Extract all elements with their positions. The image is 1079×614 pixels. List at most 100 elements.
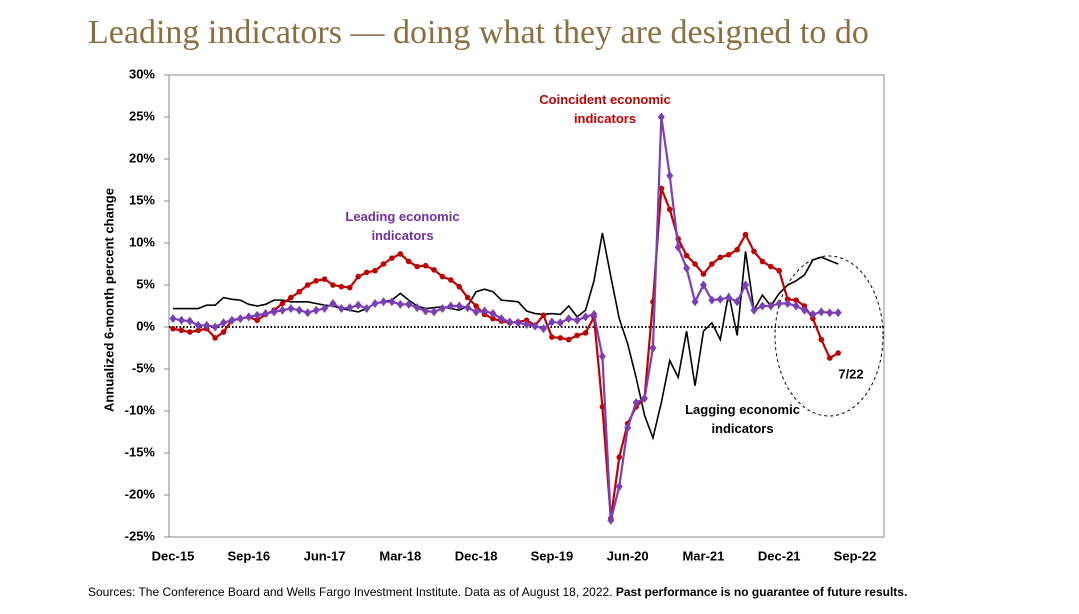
y-tick-label: -5%	[132, 360, 156, 375]
end-annotation: 7/22	[838, 366, 863, 381]
point	[388, 297, 396, 307]
point	[616, 454, 623, 461]
point	[506, 317, 514, 327]
point	[734, 246, 740, 253]
point	[455, 301, 463, 311]
point	[590, 309, 598, 319]
point	[793, 297, 799, 303]
point	[253, 310, 261, 320]
point	[582, 312, 590, 322]
point	[658, 185, 665, 192]
series-line	[173, 232, 839, 441]
point	[641, 393, 649, 403]
source-text: Sources: The Conference Board and Wells …	[88, 585, 613, 599]
point	[279, 300, 286, 307]
point	[565, 336, 572, 343]
point	[254, 317, 260, 324]
point	[792, 301, 800, 311]
point	[212, 335, 218, 341]
point	[346, 303, 354, 313]
point	[405, 258, 412, 265]
point	[835, 350, 841, 356]
point	[338, 283, 345, 290]
point	[649, 343, 657, 353]
y-tick-label: 5%	[136, 276, 155, 291]
point	[170, 325, 176, 332]
point	[396, 299, 404, 309]
point	[775, 298, 783, 308]
point	[372, 267, 378, 274]
point	[321, 276, 328, 282]
point	[817, 307, 825, 317]
series-line	[172, 187, 839, 519]
point	[497, 314, 505, 324]
point	[472, 307, 480, 317]
point	[211, 322, 219, 332]
x-tick-label: Jun-20	[607, 548, 649, 563]
point	[539, 324, 547, 334]
point	[598, 351, 606, 361]
point	[549, 334, 555, 340]
point	[573, 315, 581, 325]
point	[826, 355, 833, 361]
point	[717, 254, 724, 261]
point	[355, 273, 362, 280]
point	[354, 300, 362, 310]
point	[236, 314, 244, 324]
point	[565, 314, 573, 324]
point	[582, 330, 589, 336]
point	[456, 283, 463, 290]
point	[413, 303, 421, 313]
plot-frame	[168, 74, 885, 538]
point	[733, 297, 741, 307]
point	[304, 282, 311, 288]
point	[363, 304, 371, 314]
point	[657, 112, 665, 122]
series-annotation: Coincident economic indicators	[539, 92, 671, 126]
point	[557, 335, 564, 341]
point	[178, 327, 185, 334]
y-tick-label: -20%	[125, 486, 156, 501]
point	[379, 297, 387, 307]
point	[389, 255, 395, 261]
point	[691, 297, 699, 307]
point	[288, 294, 294, 301]
point	[725, 251, 732, 258]
point	[632, 398, 640, 408]
point	[287, 304, 295, 314]
point	[203, 320, 211, 330]
point	[540, 312, 547, 319]
point	[758, 301, 766, 311]
point	[750, 305, 758, 315]
series-annotation: Lagging economic indicators	[685, 402, 800, 436]
point	[186, 316, 194, 326]
point	[473, 303, 479, 309]
point	[464, 303, 472, 313]
point	[405, 299, 413, 309]
point	[615, 482, 623, 492]
point	[767, 301, 775, 311]
y-tick-label: 30%	[129, 66, 155, 81]
point	[447, 301, 455, 311]
point	[481, 306, 489, 316]
point	[312, 305, 320, 315]
point	[809, 309, 817, 319]
point	[556, 318, 564, 328]
point	[195, 327, 202, 334]
point	[422, 306, 430, 316]
point	[347, 284, 353, 291]
point	[194, 320, 202, 330]
source-note: Sources: The Conference Board and Wells …	[88, 585, 907, 599]
point	[371, 298, 379, 308]
point	[683, 263, 691, 273]
point	[674, 242, 682, 252]
point	[818, 336, 825, 343]
point	[296, 288, 303, 295]
point	[304, 308, 312, 318]
x-tick-label: Dec-15	[152, 548, 195, 563]
highlight-ellipse	[774, 255, 884, 417]
point	[709, 261, 715, 267]
point	[666, 206, 673, 213]
